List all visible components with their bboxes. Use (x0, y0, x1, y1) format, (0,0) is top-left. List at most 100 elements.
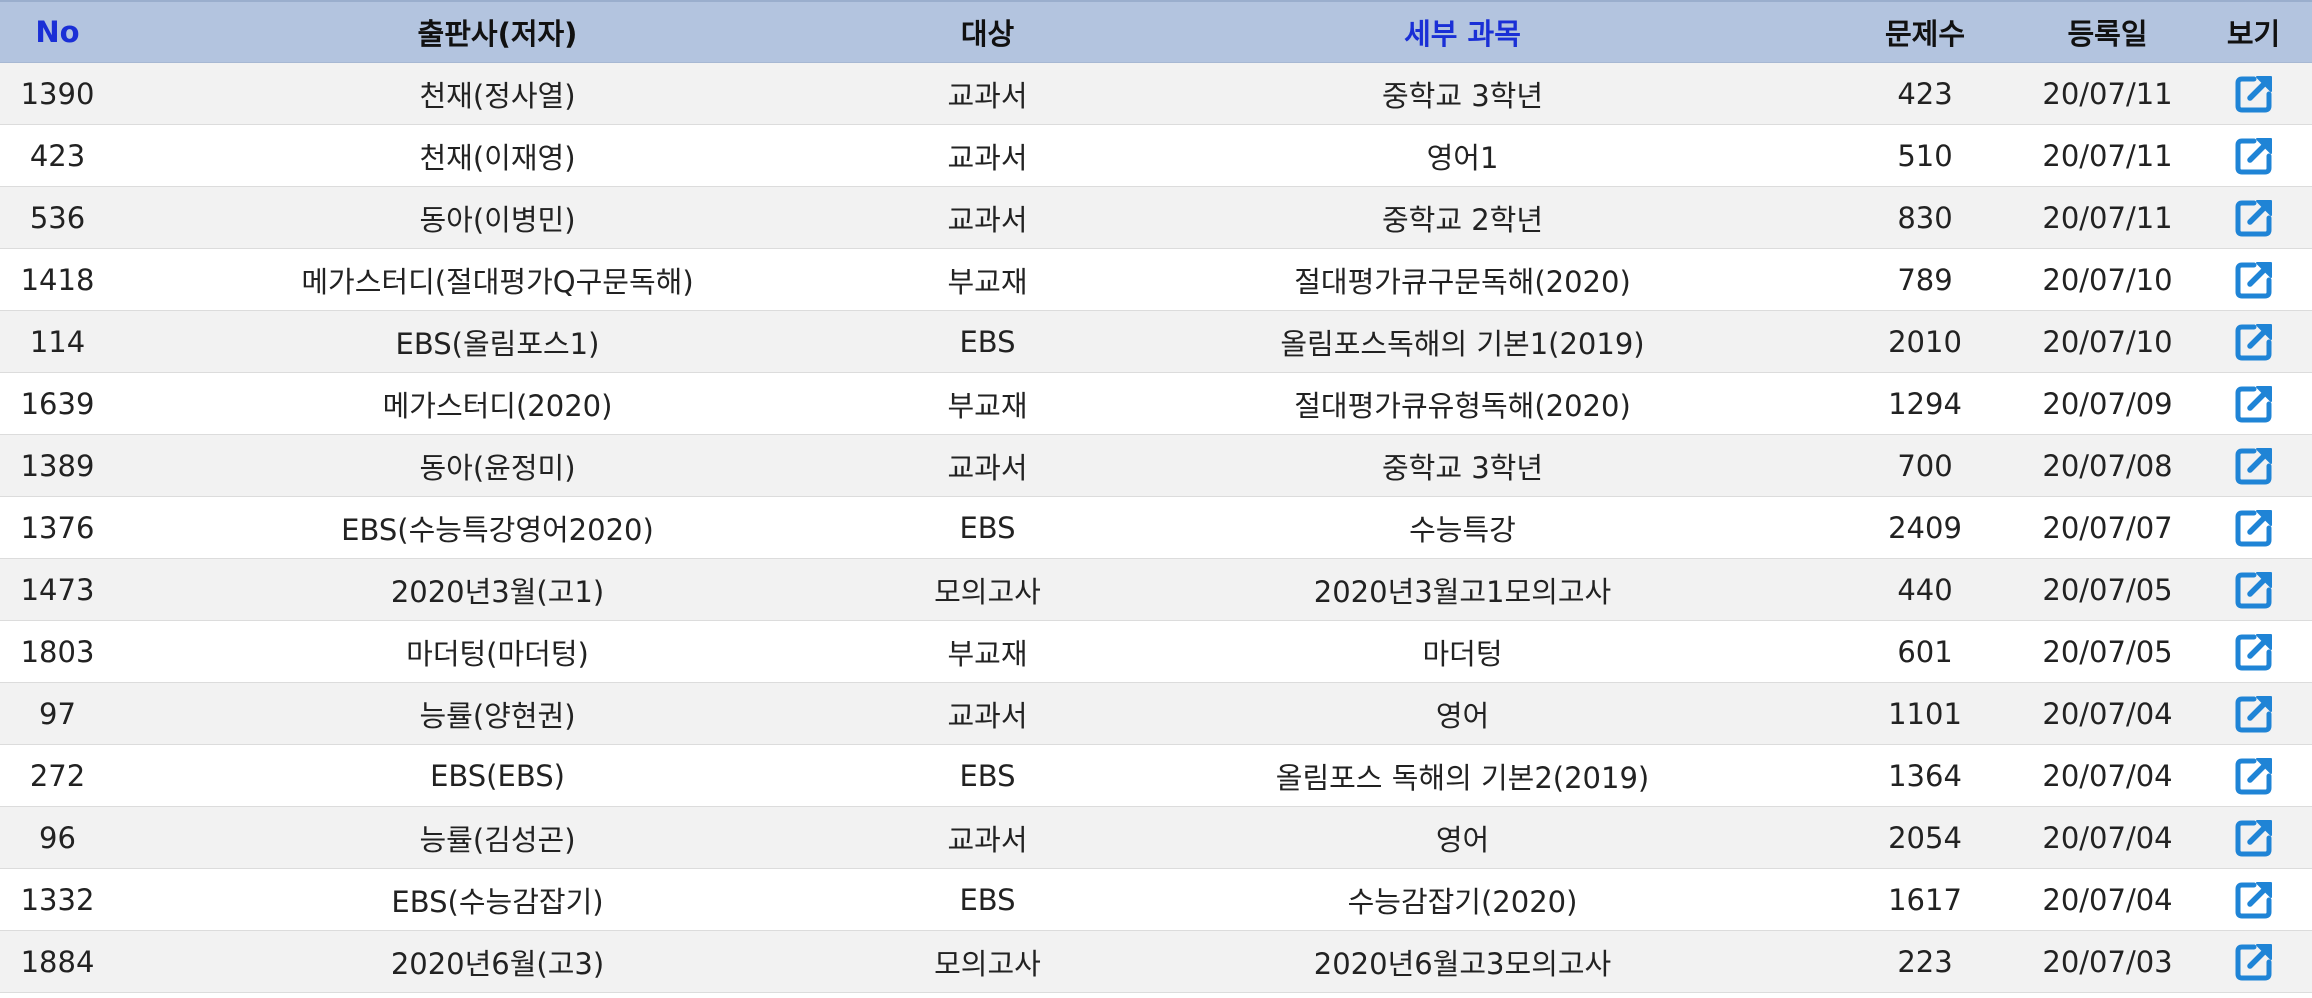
cell-publisher: EBS(올림포스1) (115, 310, 880, 373)
cell-subject: 올림포스 독해의 기본2(2019) (1095, 744, 1830, 807)
cell-view (2195, 868, 2312, 931)
cell-no: 1803 (0, 620, 115, 683)
cell-date: 20/07/05 (2020, 558, 2195, 621)
cell-subject: 영어 (1095, 806, 1830, 869)
cell-date: 20/07/11 (2020, 124, 2195, 187)
view-button[interactable] (2231, 691, 2277, 737)
cell-target: 부교재 (880, 620, 1095, 683)
cell-no: 1389 (0, 434, 115, 497)
cell-date: 20/07/09 (2020, 372, 2195, 435)
cell-target: 교과서 (880, 806, 1095, 869)
table-row[interactable]: 536 동아(이병민) 교과서 중학교 2학년 830 20/07/11 (0, 186, 2312, 249)
table-row[interactable]: 96 능률(김성곤) 교과서 영어 2054 20/07/04 (0, 806, 2312, 869)
table-row[interactable]: 1390 천재(정사열) 교과서 중학교 3학년 423 20/07/11 (0, 62, 2312, 125)
table-row[interactable]: 1639 메가스터디(2020) 부교재 절대평가큐유형독해(2020) 129… (0, 372, 2312, 435)
view-button[interactable] (2231, 567, 2277, 613)
cell-no: 1884 (0, 930, 115, 993)
column-header-view: 보기 (2195, 2, 2312, 63)
column-header-subject[interactable]: 세부 과목 (1095, 2, 1830, 63)
cell-no: 1418 (0, 248, 115, 311)
view-button[interactable] (2231, 815, 2277, 861)
cell-count: 700 (1830, 434, 2020, 497)
cell-view (2195, 372, 2312, 435)
cell-count: 1294 (1830, 372, 2020, 435)
column-header-publisher: 출판사(저자) (115, 2, 880, 63)
external-link-icon (2235, 137, 2272, 174)
cell-no: 536 (0, 186, 115, 249)
cell-subject: 영어1 (1095, 124, 1830, 187)
cell-view (2195, 744, 2312, 807)
cell-date: 20/07/04 (2020, 868, 2195, 931)
cell-view (2195, 62, 2312, 125)
cell-view (2195, 310, 2312, 373)
cell-target: 교과서 (880, 682, 1095, 745)
table-row[interactable]: 97 능률(양현권) 교과서 영어 1101 20/07/04 (0, 682, 2312, 745)
cell-count: 1101 (1830, 682, 2020, 745)
view-button[interactable] (2231, 939, 2277, 985)
cell-no: 96 (0, 806, 115, 869)
cell-count: 1617 (1830, 868, 2020, 931)
table-row[interactable]: 1803 마더텅(마더텅) 부교재 마더텅 601 20/07/05 (0, 620, 2312, 683)
cell-view (2195, 496, 2312, 559)
external-link-icon (2235, 385, 2272, 422)
cell-subject: 올림포스독해의 기본1(2019) (1095, 310, 1830, 373)
table-row[interactable]: 114 EBS(올림포스1) EBS 올림포스독해의 기본1(2019) 201… (0, 310, 2312, 373)
view-button[interactable] (2231, 133, 2277, 179)
table-row[interactable]: 1473 2020년3월(고1) 모의고사 2020년3월고1모의고사 440 … (0, 558, 2312, 621)
table-row[interactable]: 272 EBS(EBS) EBS 올림포스 독해의 기본2(2019) 1364… (0, 744, 2312, 807)
cell-publisher: 동아(이병민) (115, 186, 880, 249)
cell-subject: 중학교 2학년 (1095, 186, 1830, 249)
cell-view (2195, 806, 2312, 869)
external-link-icon (2235, 199, 2272, 236)
cell-date: 20/07/07 (2020, 496, 2195, 559)
cell-publisher: EBS(수능감잡기) (115, 868, 880, 931)
cell-publisher: 동아(윤정미) (115, 434, 880, 497)
cell-date: 20/07/10 (2020, 310, 2195, 373)
cell-count: 601 (1830, 620, 2020, 683)
view-button[interactable] (2231, 195, 2277, 241)
cell-subject: 절대평가큐유형독해(2020) (1095, 372, 1830, 435)
table-row[interactable]: 1332 EBS(수능감잡기) EBS 수능감잡기(2020) 1617 20/… (0, 868, 2312, 931)
cell-count: 789 (1830, 248, 2020, 311)
cell-target: 부교재 (880, 372, 1095, 435)
table-row[interactable]: 1389 동아(윤정미) 교과서 중학교 3학년 700 20/07/08 (0, 434, 2312, 497)
cell-date: 20/07/08 (2020, 434, 2195, 497)
cell-target: 교과서 (880, 62, 1095, 125)
cell-target: EBS (880, 496, 1095, 559)
cell-target: 교과서 (880, 434, 1095, 497)
view-button[interactable] (2231, 877, 2277, 923)
cell-subject: 절대평가큐구문독해(2020) (1095, 248, 1830, 311)
view-button[interactable] (2231, 257, 2277, 303)
cell-no: 1376 (0, 496, 115, 559)
cell-publisher: 천재(정사열) (115, 62, 880, 125)
cell-publisher: EBS(EBS) (115, 744, 880, 807)
cell-date: 20/07/04 (2020, 744, 2195, 807)
cell-date: 20/07/10 (2020, 248, 2195, 311)
cell-no: 114 (0, 310, 115, 373)
view-button[interactable] (2231, 753, 2277, 799)
cell-target: 부교재 (880, 248, 1095, 311)
view-button[interactable] (2231, 71, 2277, 117)
cell-publisher: 천재(이재영) (115, 124, 880, 187)
cell-count: 440 (1830, 558, 2020, 621)
cell-count: 2010 (1830, 310, 2020, 373)
cell-date: 20/07/04 (2020, 806, 2195, 869)
column-header-no[interactable]: No (0, 2, 115, 63)
table-row[interactable]: 1376 EBS(수능특강영어2020) EBS 수능특강 2409 20/07… (0, 496, 2312, 559)
view-button[interactable] (2231, 443, 2277, 489)
table-row[interactable]: 1884 2020년6월(고3) 모의고사 2020년6월고3모의고사 223 … (0, 930, 2312, 993)
cell-count: 2409 (1830, 496, 2020, 559)
cell-no: 97 (0, 682, 115, 745)
table-body: 1390 천재(정사열) 교과서 중학교 3학년 423 20/07/11 (0, 62, 2312, 993)
cell-publisher: EBS(수능특강영어2020) (115, 496, 880, 559)
view-button[interactable] (2231, 381, 2277, 427)
external-link-icon (2235, 323, 2272, 360)
table-row[interactable]: 423 천재(이재영) 교과서 영어1 510 20/07/11 (0, 124, 2312, 187)
view-button[interactable] (2231, 629, 2277, 675)
cell-view (2195, 124, 2312, 187)
table-row[interactable]: 1418 메가스터디(절대평가Q구문독해) 부교재 절대평가큐구문독해(2020… (0, 248, 2312, 311)
view-button[interactable] (2231, 505, 2277, 551)
view-button[interactable] (2231, 319, 2277, 365)
cell-no: 423 (0, 124, 115, 187)
